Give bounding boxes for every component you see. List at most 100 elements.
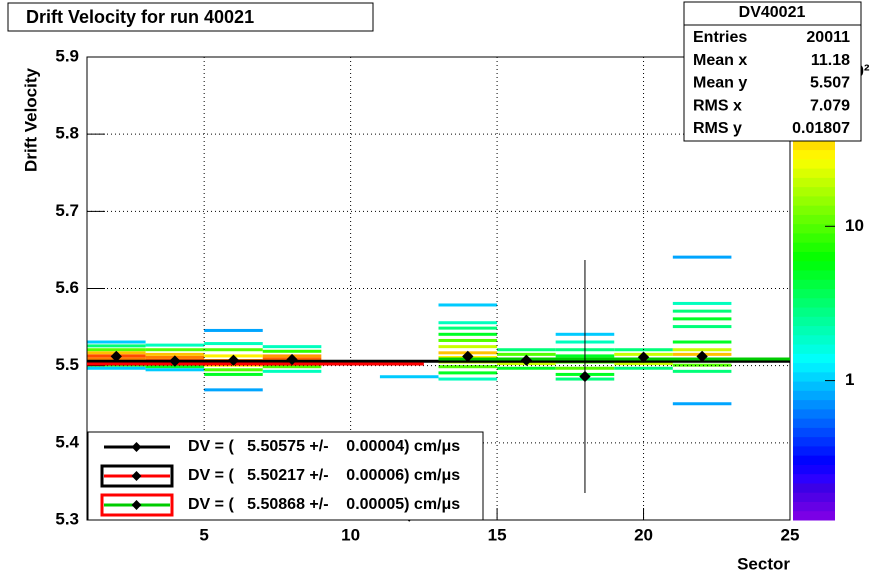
heatmap-cell bbox=[87, 340, 146, 344]
heatmap-cell bbox=[438, 377, 498, 381]
heatmap-cell bbox=[262, 349, 322, 353]
legend-marker bbox=[131, 500, 142, 510]
heatmap-cell bbox=[87, 348, 146, 352]
color-scale-step bbox=[793, 482, 835, 493]
color-scale-step bbox=[793, 455, 835, 465]
heatmap-cell bbox=[438, 345, 498, 349]
color-scale-step bbox=[793, 260, 835, 271]
heatmap-cell bbox=[672, 317, 732, 321]
legend-symbol-box bbox=[100, 493, 174, 517]
stats-key: Mean x bbox=[693, 52, 747, 69]
heatmap-cell bbox=[672, 255, 732, 259]
color-scale-step bbox=[793, 325, 835, 336]
heatmap-cell bbox=[145, 352, 205, 356]
heatmap-cell bbox=[672, 402, 732, 406]
color-scale-step bbox=[793, 445, 835, 456]
color-scale-step bbox=[793, 362, 835, 373]
stats-key: Mean y bbox=[693, 75, 747, 92]
overlay: 11010²DV = ( 5.50575 +/- 0.00004) cm/μsD… bbox=[87, 1, 870, 521]
x-tick-label: 15 bbox=[488, 525, 507, 544]
color-scale-step bbox=[793, 436, 835, 447]
color-scale-step bbox=[793, 223, 835, 234]
x-tick-label: 25 bbox=[781, 525, 800, 544]
y-tick-label: 5.5 bbox=[55, 355, 79, 374]
color-scale-step bbox=[793, 427, 835, 438]
heatmap-cell bbox=[145, 368, 205, 372]
stats-value: 20011 bbox=[806, 29, 850, 46]
heatmap-cell bbox=[497, 348, 556, 352]
heatmap-cell bbox=[438, 371, 498, 375]
color-scale-step bbox=[793, 501, 835, 512]
heatmap-cell bbox=[438, 365, 498, 369]
profile-point bbox=[169, 355, 181, 367]
heatmap-cell bbox=[204, 368, 263, 372]
color-scale-step bbox=[793, 353, 835, 364]
plot-area: 5 10 15 20 25 5.3 5.4 5.5 5.6 5.7 5.8 5.9 bbox=[55, 46, 799, 544]
profile-point bbox=[579, 370, 591, 383]
color-scale-step bbox=[793, 168, 835, 178]
heatmap-cell bbox=[438, 338, 498, 342]
profile-point bbox=[227, 354, 240, 366]
color-scale-step bbox=[793, 344, 835, 354]
color-scale-step bbox=[793, 205, 835, 215]
stats-value: 7.079 bbox=[810, 97, 850, 114]
stats-value: 5.507 bbox=[810, 75, 850, 92]
heatmap-cell bbox=[87, 366, 146, 370]
y-tick-label: 5.7 bbox=[55, 201, 79, 220]
color-scale-step bbox=[793, 232, 835, 243]
color-scale-step bbox=[793, 195, 835, 206]
heatmap-cell bbox=[614, 366, 673, 370]
legend-marker bbox=[131, 471, 142, 481]
x-tick-label: 10 bbox=[341, 525, 360, 544]
heatmap-cell bbox=[672, 369, 732, 373]
heatmap-cell bbox=[672, 301, 732, 305]
heatmap-cell bbox=[438, 332, 498, 336]
color-scale-step bbox=[793, 307, 835, 317]
profile-point bbox=[462, 350, 474, 363]
color-scale-step bbox=[793, 214, 835, 225]
color-scale-step bbox=[793, 140, 835, 151]
y-tick-label: 5.6 bbox=[55, 278, 79, 297]
legend-label: DV = ( 5.50575 +/- 0.00004) cm/μs bbox=[188, 438, 460, 455]
legend-marker bbox=[131, 442, 142, 452]
heatmap-cell bbox=[614, 362, 673, 366]
stats-key: Entries bbox=[693, 29, 747, 46]
heatmap-cell bbox=[262, 365, 322, 369]
color-scale-step bbox=[793, 418, 835, 428]
y-tick-label: 5.8 bbox=[55, 124, 79, 143]
heatmap-cell bbox=[204, 348, 263, 352]
heatmap-cell bbox=[379, 375, 439, 379]
heatmap-cell bbox=[204, 328, 263, 332]
heatmap-cell bbox=[262, 345, 322, 349]
profile-point bbox=[696, 350, 708, 363]
color-scale-step bbox=[793, 269, 835, 280]
stats-title: DV40021 bbox=[739, 4, 806, 21]
color-scale-step bbox=[793, 279, 835, 289]
color-scale-step bbox=[793, 408, 835, 419]
profile-point bbox=[286, 353, 298, 366]
heatmap-cell bbox=[672, 348, 732, 352]
heatmap-cell bbox=[672, 309, 732, 313]
profile-point bbox=[637, 351, 650, 363]
color-scale-step bbox=[793, 158, 835, 169]
y-tick-label: 5.4 bbox=[55, 432, 79, 451]
heatmap-cell bbox=[204, 342, 263, 346]
color-scale-step bbox=[793, 297, 835, 308]
x-axis-label: Sector bbox=[737, 554, 790, 573]
y-tick-label: 5.3 bbox=[55, 509, 79, 528]
stats-value: 0.01807 bbox=[792, 120, 850, 137]
color-scale-step bbox=[793, 399, 835, 410]
color-scale-step bbox=[793, 288, 835, 299]
color-scale-step bbox=[793, 381, 835, 391]
stats-key: RMS x bbox=[693, 97, 742, 114]
color-scale-step bbox=[793, 186, 835, 197]
color-scale-step bbox=[793, 371, 835, 382]
stats-value: 11.18 bbox=[811, 52, 850, 69]
title-box bbox=[7, 2, 374, 32]
heatmap-cell bbox=[672, 340, 732, 344]
color-scale-step bbox=[793, 242, 835, 252]
heatmap-cell bbox=[145, 365, 205, 369]
legend-label: DV = ( 5.50217 +/- 0.00006) cm/μs bbox=[188, 467, 460, 484]
heatmap-cell bbox=[438, 321, 498, 325]
